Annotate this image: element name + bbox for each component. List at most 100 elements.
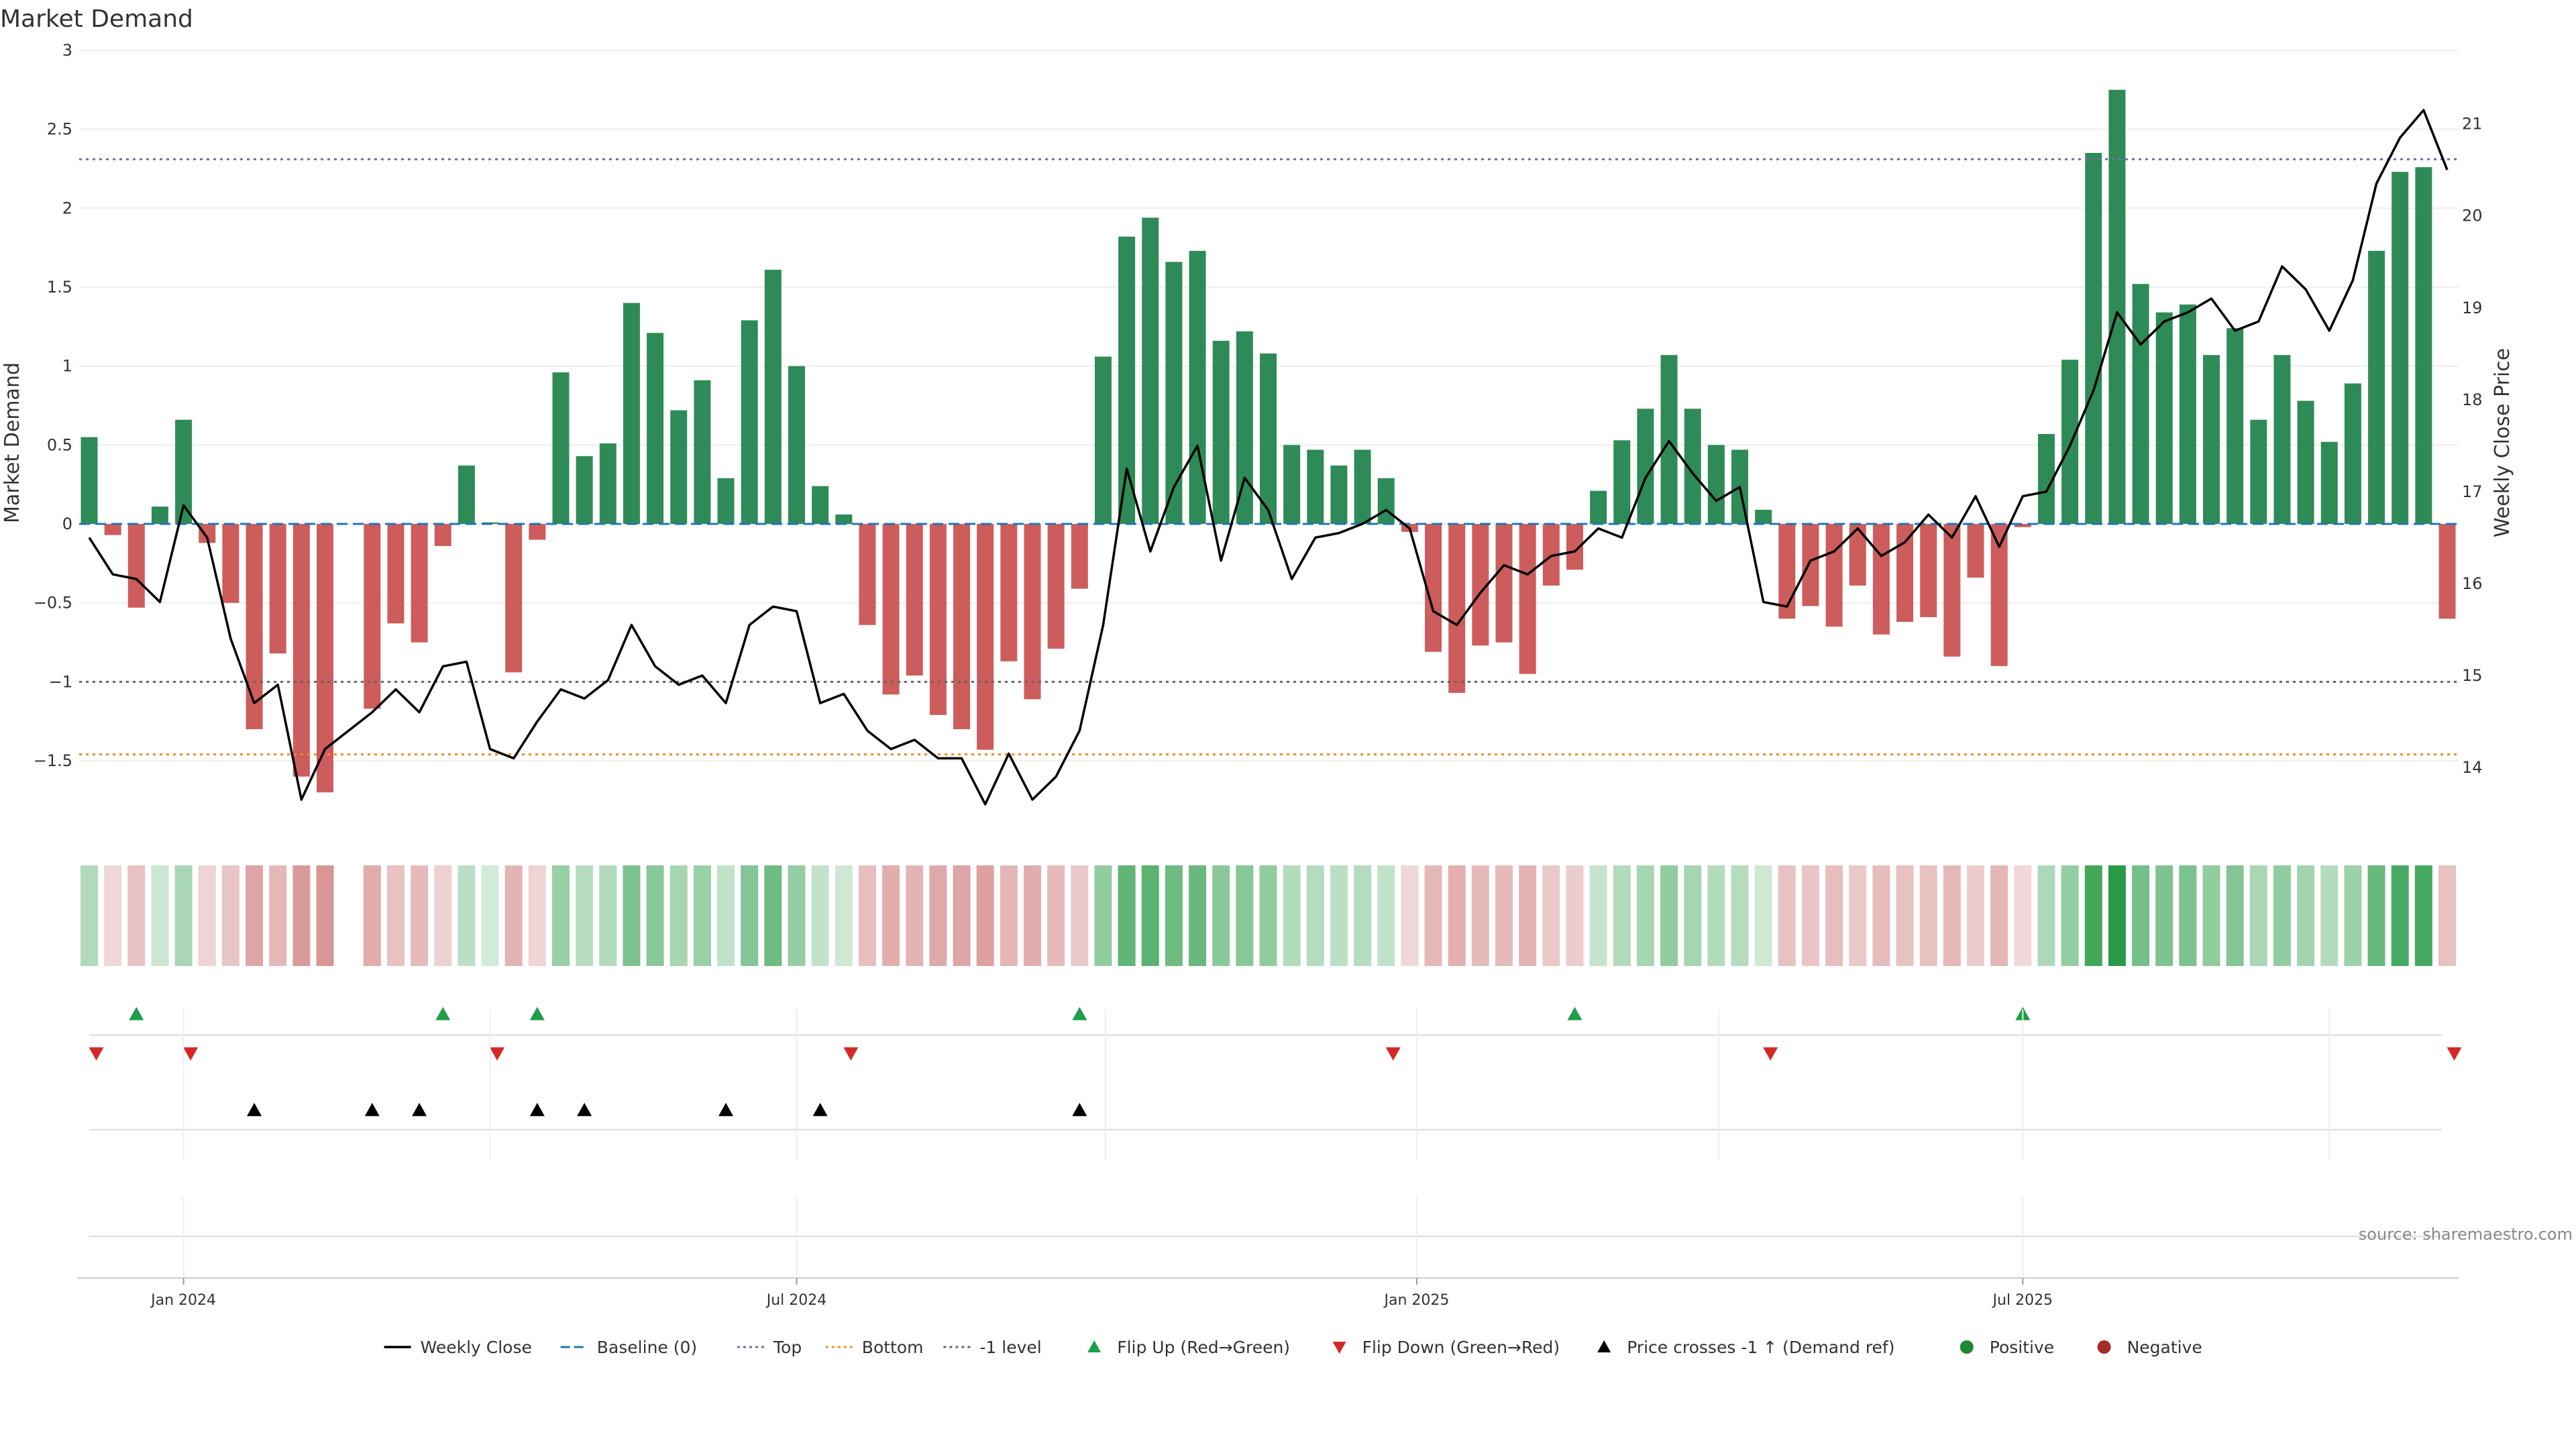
heat-cell [741, 865, 759, 966]
heat-cell [576, 865, 594, 966]
bar-positive [1354, 449, 1371, 525]
price-cross-marker [247, 1103, 262, 1116]
bar-negative [1872, 524, 1890, 635]
bar-positive [2132, 284, 2149, 525]
legend-label: Price crosses -1 ↑ (Demand ref) [1627, 1338, 1894, 1357]
heat-cell [953, 865, 971, 966]
legend-label: Baseline (0) [597, 1338, 697, 1357]
bar-negative [127, 524, 145, 608]
bar-positive [1094, 356, 1112, 525]
bar-negative [1495, 524, 1513, 643]
flip-down-marker [1385, 1047, 1401, 1061]
y2-tick-label: 14 [2462, 758, 2483, 777]
bar-positive [1165, 262, 1183, 525]
heat-cell [976, 865, 994, 966]
heat-cell [1519, 865, 1537, 966]
bar-positive [717, 478, 735, 525]
bar-negative [929, 524, 947, 715]
heat-cell [1000, 865, 1018, 966]
bar-positive [151, 506, 168, 525]
bar-positive [1260, 353, 1277, 525]
bar-positive [2203, 355, 2220, 525]
heat-cell [1990, 865, 2008, 966]
bar-negative [1896, 524, 1914, 622]
price-cross-marker [577, 1103, 592, 1116]
bar-negative [411, 524, 428, 643]
bar-negative [1024, 524, 1041, 700]
flip-down-marker [183, 1047, 199, 1061]
bar-negative [1047, 524, 1065, 649]
y-tick-label: 0.5 [47, 435, 72, 454]
heat-cell [2414, 865, 2432, 966]
legend-label: Top [773, 1338, 802, 1357]
heat-cell [1778, 865, 1796, 966]
heat-cell [1283, 865, 1301, 966]
bar-positive [788, 366, 805, 525]
y-tick-label: −0.5 [34, 594, 72, 612]
bar-positive [2250, 419, 2267, 525]
bar-positive [694, 380, 711, 525]
heat-cell [2179, 865, 2197, 966]
x-tick-label: Jul 2025 [1992, 1292, 2053, 1309]
heat-cell [1024, 865, 1041, 966]
flip-down-marker [843, 1047, 859, 1061]
y2-tick-label: 21 [2462, 115, 2483, 133]
heat-cell [1684, 865, 1702, 966]
legend-swatch-circle [1960, 1340, 1974, 1354]
bar-negative [2014, 524, 2031, 527]
flip-down-marker [490, 1047, 505, 1061]
heat-cell [1259, 865, 1277, 966]
heat-cell [2249, 865, 2267, 966]
heat-cell [2344, 865, 2362, 966]
y-tick-label: 1 [62, 357, 72, 376]
legend-label: Flip Up (Red→Green) [1117, 1338, 1290, 1357]
heat-cell [363, 865, 381, 966]
legend-item: Bottom [825, 1338, 924, 1357]
bar-negative [1967, 524, 1984, 578]
bar-positive [1755, 509, 1772, 525]
bar-negative [1825, 524, 1843, 627]
heat-cell [2391, 865, 2409, 966]
y2-tick-label: 16 [2462, 574, 2483, 593]
legend-item: Flip Up (Red→Green) [1087, 1338, 1290, 1357]
legend-item: Weekly Close [384, 1338, 532, 1357]
bar-positive [2273, 355, 2291, 525]
bar-negative [222, 524, 239, 603]
bar-positive [1707, 445, 1725, 525]
flip-up-marker [435, 1007, 451, 1020]
legend-item: -1 level [943, 1338, 1042, 1357]
bar-positive [2368, 250, 2385, 525]
legend-label: Flip Down (Green→Red) [1362, 1338, 1560, 1357]
bar-positive [1142, 217, 1159, 525]
heat-cell [906, 865, 924, 966]
heat-cell [1967, 865, 1984, 966]
source-note: source: sharemaestro.com [2359, 1225, 2573, 1244]
heat-cell [1801, 865, 1819, 966]
heat-cell [528, 865, 546, 966]
heat-cell [246, 865, 264, 966]
heat-cell [858, 865, 876, 966]
heat-cell [1542, 865, 1560, 966]
bar-positive [2061, 360, 2079, 525]
heat-cell [2438, 865, 2456, 966]
bar-positive [1637, 409, 1654, 525]
heat-cell [1424, 865, 1442, 966]
bar-positive [1307, 449, 1324, 525]
heat-cell [1471, 865, 1489, 966]
y-tick-label: 1.5 [47, 278, 72, 297]
bar-positive [552, 372, 570, 525]
heat-cell [2367, 865, 2385, 966]
bar-negative [1943, 524, 1961, 657]
heat-cell [269, 865, 287, 966]
heat-cell [386, 865, 405, 966]
bar-positive [835, 514, 853, 525]
heat-cell [80, 865, 98, 966]
heat-cell [1448, 865, 1466, 966]
bar-negative [529, 524, 546, 540]
bar-negative [387, 524, 405, 624]
heat-cell [646, 865, 664, 966]
heat-cell [2202, 865, 2220, 966]
bar-positive [623, 303, 640, 525]
bar-negative [292, 524, 310, 777]
legend-label: Weekly Close [421, 1338, 532, 1357]
